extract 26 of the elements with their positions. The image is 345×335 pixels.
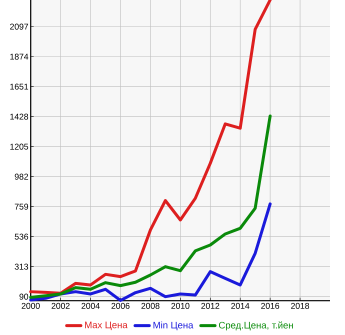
- line-series: [29, 202, 272, 302]
- x-tick-label: 2002: [52, 302, 70, 309]
- legend-label: Min Цена: [154, 322, 194, 330]
- y-tick-label: 1205: [10, 144, 28, 150]
- y-tick-label: 1874: [10, 54, 28, 60]
- x-tick-label: 2006: [111, 302, 130, 309]
- x-tick-label: 2016: [261, 302, 280, 309]
- x-tick-label: 2014: [231, 302, 250, 309]
- y-tick-label: 90: [19, 294, 28, 300]
- legend-label: Max Цена: [85, 322, 128, 330]
- x-tick-label: 2008: [141, 302, 160, 309]
- y-tick-label: 759: [14, 204, 28, 210]
- x-tick-label: 2010: [171, 302, 190, 309]
- y-tick-label: 536: [14, 234, 28, 240]
- y-tick-label: 1651: [10, 84, 28, 90]
- y-tick-label: 2097: [10, 24, 28, 30]
- y-tick-label: 313: [14, 264, 28, 270]
- legend-label: Сред.Цена, т.йен: [218, 321, 293, 330]
- y-tick-label: 982: [14, 174, 28, 180]
- line-series: [29, 0, 272, 295]
- x-tick-label: 2000: [22, 302, 40, 309]
- y-tick-label: 1428: [10, 114, 28, 120]
- x-tick-label: 2012: [201, 302, 220, 309]
- x-tick-label: 2018: [291, 302, 310, 309]
- line-series: [29, 114, 272, 299]
- x-tick-label: 2004: [82, 302, 100, 309]
